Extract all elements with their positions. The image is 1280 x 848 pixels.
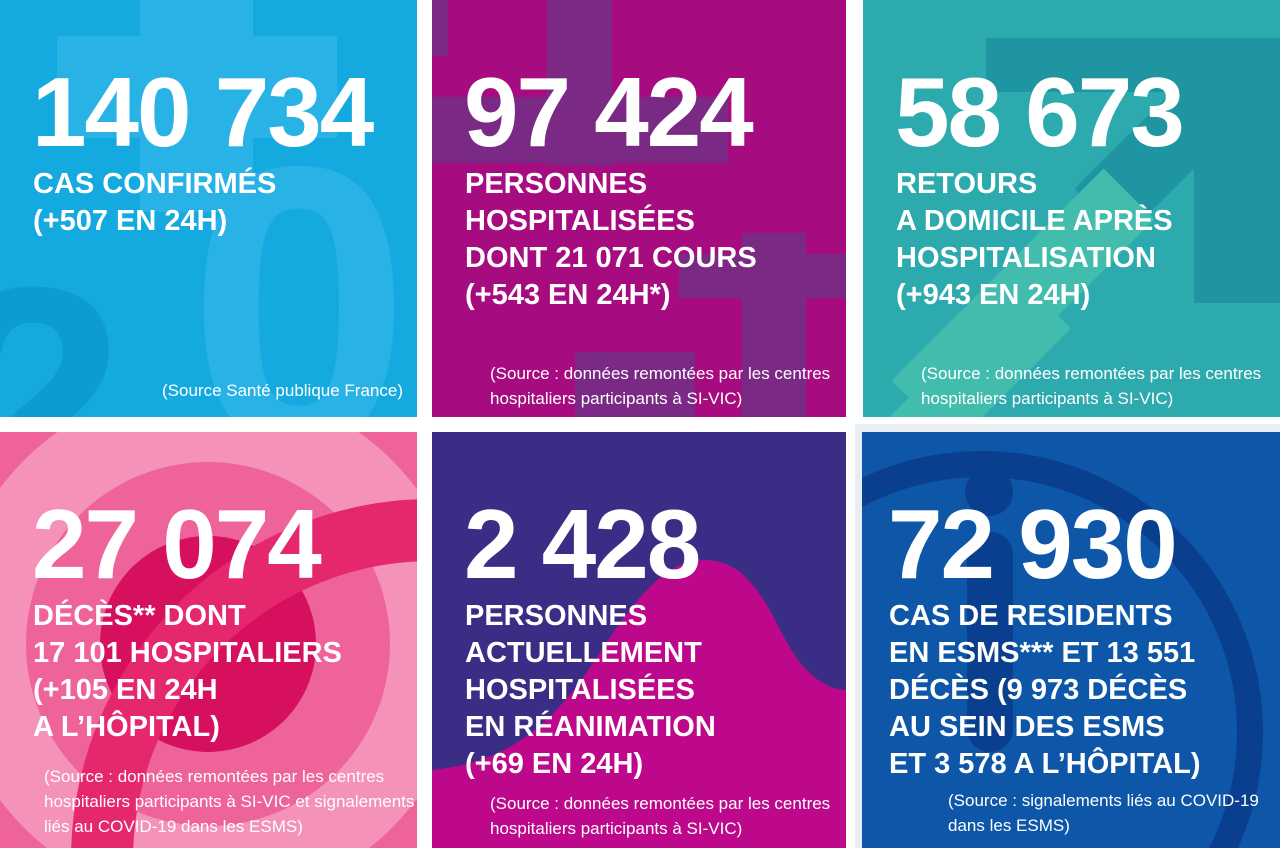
cross-bars-decoration xyxy=(432,0,846,417)
confirmed-cases-value: 140 734 xyxy=(32,57,374,167)
deaths-source: (Source : données remontées par les cent… xyxy=(44,767,415,836)
tile-hospitalized-total: 97 424 PERSONNES HOSPITALISÉES DONT 21 0… xyxy=(432,0,846,417)
returned-home-value: 58 673 xyxy=(895,57,1185,167)
returned-home-source: (Source : données remontées par les cent… xyxy=(921,364,1262,408)
digit-0-decoration: 0 xyxy=(188,83,410,417)
deaths-value: 27 074 xyxy=(32,489,322,599)
wave-decoration xyxy=(432,560,846,848)
tile-esms-frame: 72 930 CAS DE RESIDENTS EN ESMS*** ET 13… xyxy=(855,424,1280,848)
hospitalized-total-label: PERSONNES HOSPITALISÉES DONT 21 071 COUR… xyxy=(465,168,757,311)
esms-residents-source: (Source : signalements liés au COVID-19 … xyxy=(948,791,1259,835)
digit-2-decoration: 2 xyxy=(0,218,126,417)
intensive-care-value: 2 428 xyxy=(464,489,701,599)
confirmed-cases-source: (Source Santé publique France) xyxy=(162,381,403,400)
tile-intensive-care: 2 428 PERSONNES ACTUELLEMENT HOSPITALISÉ… xyxy=(432,432,846,848)
intensive-care-source: (Source : données remontées par les cent… xyxy=(490,794,831,838)
deaths-label: DÉCÈS** DONT 17 101 HOSPITALIERS (+105 E… xyxy=(33,600,342,743)
tile-confirmed-cases: 2 0 140 734 CAS CONFIRMÉS (+507 EN 24H) … xyxy=(0,0,417,417)
hospitalized-total-source: (Source : données remontées par les cent… xyxy=(490,364,831,408)
info-icon-decoration xyxy=(862,451,1263,848)
confirmed-cases-label: CAS CONFIRMÉS (+507 EN 24H) xyxy=(33,168,277,237)
tile-deaths: 27 074 DÉCÈS** DONT 17 101 HOSPITALIERS … xyxy=(0,432,417,848)
tile-returned-home: 58 673 RETOURS A DOMICILE APRÈS HOSPITAL… xyxy=(863,0,1280,417)
returned-home-label: RETOURS A DOMICILE APRÈS HOSPITALISATION… xyxy=(896,168,1173,311)
intensive-care-label: PERSONNES ACTUELLEMENT HOSPITALISÉES EN … xyxy=(465,600,716,780)
tile-esms-residents: 72 930 CAS DE RESIDENTS EN ESMS*** ET 13… xyxy=(862,432,1280,848)
bullseye-decoration xyxy=(0,432,417,848)
plus-and-digits-decoration: 2 0 xyxy=(0,0,410,417)
esms-residents-value: 72 930 xyxy=(888,489,1178,599)
arrow-decoration xyxy=(863,38,1280,417)
hospitalized-total-value: 97 424 xyxy=(464,57,754,167)
esms-residents-label: CAS DE RESIDENTS EN ESMS*** ET 13 551 DÉ… xyxy=(889,600,1201,780)
